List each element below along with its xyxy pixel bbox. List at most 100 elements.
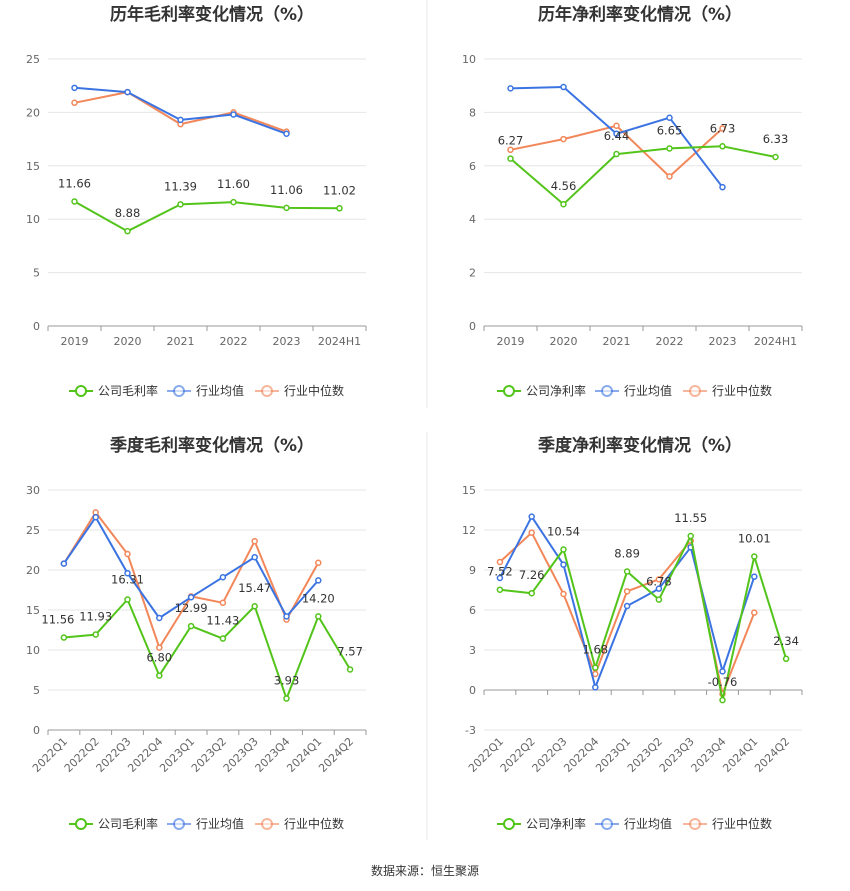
data-point-industry-avg[interactable] bbox=[613, 130, 620, 138]
data-point-company[interactable] bbox=[283, 695, 290, 702]
legend-item-industry-avg[interactable]: 行业均值 bbox=[595, 816, 672, 831]
data-point-company[interactable] bbox=[92, 631, 99, 638]
data-point-industry-avg[interactable] bbox=[92, 513, 99, 521]
data-point-company[interactable] bbox=[346, 666, 354, 673]
data-point-company[interactable] bbox=[560, 546, 567, 553]
data-point-industry-avg[interactable] bbox=[177, 116, 184, 124]
legend-item-industry-median[interactable]: 行业中位数 bbox=[255, 383, 344, 398]
data-point-industry-avg[interactable] bbox=[507, 85, 514, 92]
data-point-industry-median[interactable] bbox=[71, 99, 78, 107]
data-point-industry-avg[interactable] bbox=[719, 668, 726, 675]
data-point-industry-median[interactable] bbox=[507, 146, 514, 154]
data-point-industry-avg[interactable] bbox=[315, 577, 322, 584]
data-point-company[interactable] bbox=[336, 205, 343, 212]
data-label: 7.52 bbox=[487, 565, 513, 579]
data-point-industry-avg[interactable] bbox=[124, 88, 131, 96]
data-point-company[interactable] bbox=[283, 204, 290, 212]
data-point-company[interactable] bbox=[177, 201, 184, 208]
legend-item-industry-median[interactable]: 行业中位数 bbox=[683, 816, 772, 831]
data-point-industry-median[interactable] bbox=[655, 576, 663, 583]
data-point-industry-avg[interactable] bbox=[283, 613, 290, 620]
data-point-industry-median[interactable] bbox=[496, 558, 504, 566]
data-label: 6.33 bbox=[763, 132, 789, 146]
data-point-company[interactable] bbox=[251, 602, 258, 610]
data-point-company[interactable] bbox=[71, 198, 78, 205]
data-point-company[interactable] bbox=[124, 596, 131, 603]
data-point-industry-median[interactable] bbox=[124, 550, 131, 558]
data-point-company[interactable] bbox=[496, 586, 504, 593]
data-point-company[interactable] bbox=[187, 622, 195, 630]
data-point-company[interactable] bbox=[655, 596, 663, 603]
data-point-industry-median[interactable] bbox=[528, 529, 535, 536]
data-label: 11.43 bbox=[206, 614, 239, 628]
data-point-company[interactable] bbox=[751, 553, 758, 560]
data-point-industry-median[interactable] bbox=[666, 173, 673, 180]
data-point-company[interactable] bbox=[772, 153, 779, 161]
data-point-company[interactable] bbox=[315, 613, 322, 620]
data-point-company[interactable] bbox=[687, 532, 694, 540]
legend-item-company[interactable]: 公司毛利率 bbox=[69, 816, 158, 831]
data-point-industry-avg[interactable] bbox=[156, 614, 163, 622]
data-point-company[interactable] bbox=[528, 589, 535, 597]
data-point-company[interactable] bbox=[666, 145, 673, 152]
data-point-industry-avg[interactable] bbox=[623, 602, 631, 610]
data-point-industry-median[interactable] bbox=[219, 599, 227, 607]
data-point-industry-avg[interactable] bbox=[496, 574, 504, 582]
data-label: 15.47 bbox=[238, 581, 271, 595]
data-point-industry-median[interactable] bbox=[592, 670, 599, 678]
data-point-company[interactable] bbox=[613, 150, 620, 158]
data-point-industry-median[interactable] bbox=[156, 644, 163, 651]
data-point-company[interactable] bbox=[719, 143, 726, 150]
data-point-industry-median[interactable] bbox=[719, 125, 726, 132]
legend-item-industry-avg[interactable]: 行业均值 bbox=[595, 383, 672, 398]
data-point-company[interactable] bbox=[623, 568, 631, 575]
legend-item-industry-median[interactable]: 行业中位数 bbox=[683, 383, 772, 398]
data-point-industry-avg[interactable] bbox=[124, 569, 131, 577]
data-point-company[interactable] bbox=[124, 227, 131, 235]
data-point-company[interactable] bbox=[592, 664, 599, 671]
data-point-company[interactable] bbox=[60, 634, 68, 641]
data-point-industry-median[interactable] bbox=[560, 590, 567, 598]
data-point-industry-avg[interactable] bbox=[560, 561, 567, 568]
data-point-company[interactable] bbox=[507, 155, 514, 162]
data-point-industry-avg[interactable] bbox=[666, 114, 673, 121]
data-point-company[interactable] bbox=[560, 200, 567, 208]
legend-item-company[interactable]: 公司毛利率 bbox=[69, 383, 158, 398]
legend-item-industry-median[interactable]: 行业中位数 bbox=[255, 816, 344, 831]
data-point-industry-avg[interactable] bbox=[60, 560, 68, 567]
data-point-industry-avg[interactable] bbox=[230, 111, 237, 118]
data-point-industry-avg[interactable] bbox=[71, 84, 78, 92]
data-point-industry-avg[interactable] bbox=[251, 553, 258, 561]
data-point-industry-avg[interactable] bbox=[592, 684, 599, 691]
data-point-company[interactable] bbox=[719, 696, 726, 704]
data-point-company[interactable] bbox=[156, 672, 163, 679]
data-point-industry-avg[interactable] bbox=[560, 83, 567, 91]
y-tick-label: 25 bbox=[26, 524, 40, 537]
data-point-industry-avg[interactable] bbox=[528, 513, 535, 520]
data-point-company[interactable] bbox=[230, 198, 237, 206]
data-point-industry-avg[interactable] bbox=[187, 593, 195, 601]
data-label: 11.55 bbox=[674, 511, 707, 525]
data-point-industry-median[interactable] bbox=[251, 537, 258, 545]
data-point-industry-avg[interactable] bbox=[751, 573, 758, 580]
data-point-industry-avg[interactable] bbox=[219, 573, 227, 581]
legend-item-industry-avg[interactable]: 行业均值 bbox=[167, 383, 244, 398]
data-point-industry-avg[interactable] bbox=[719, 183, 726, 191]
legend-item-company[interactable]: 公司净利率 bbox=[497, 383, 586, 398]
legend-item-company[interactable]: 公司净利率 bbox=[497, 816, 586, 831]
data-point-industry-median[interactable] bbox=[623, 588, 631, 595]
legend-label: 行业均值 bbox=[624, 383, 672, 398]
legend-item-industry-avg[interactable]: 行业均值 bbox=[167, 816, 244, 831]
data-point-company[interactable] bbox=[782, 655, 790, 663]
data-point-industry-median[interactable] bbox=[751, 609, 758, 616]
legend-label: 公司净利率 bbox=[526, 383, 586, 398]
data-point-company[interactable] bbox=[219, 635, 227, 642]
data-point-industry-median[interactable] bbox=[560, 135, 567, 143]
data-point-industry-avg[interactable] bbox=[283, 130, 290, 138]
y-tick-label: 12 bbox=[462, 524, 476, 537]
data-point-industry-avg[interactable] bbox=[655, 585, 663, 592]
data-point-industry-median[interactable] bbox=[315, 559, 322, 567]
data-point-industry-median[interactable] bbox=[613, 122, 620, 129]
x-tick-label: 2022 bbox=[220, 335, 248, 348]
data-label: 11.39 bbox=[164, 179, 197, 193]
